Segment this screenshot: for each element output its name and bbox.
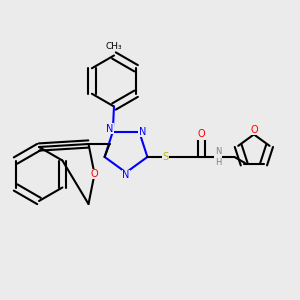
Text: N: N bbox=[106, 124, 113, 134]
Text: N
H: N H bbox=[215, 147, 221, 167]
Text: N: N bbox=[139, 127, 146, 137]
Text: N: N bbox=[122, 170, 130, 181]
Text: S: S bbox=[162, 152, 169, 162]
Text: O: O bbox=[250, 125, 258, 135]
Text: O: O bbox=[198, 130, 205, 140]
Text: O: O bbox=[91, 169, 98, 179]
Text: CH₃: CH₃ bbox=[106, 42, 122, 51]
